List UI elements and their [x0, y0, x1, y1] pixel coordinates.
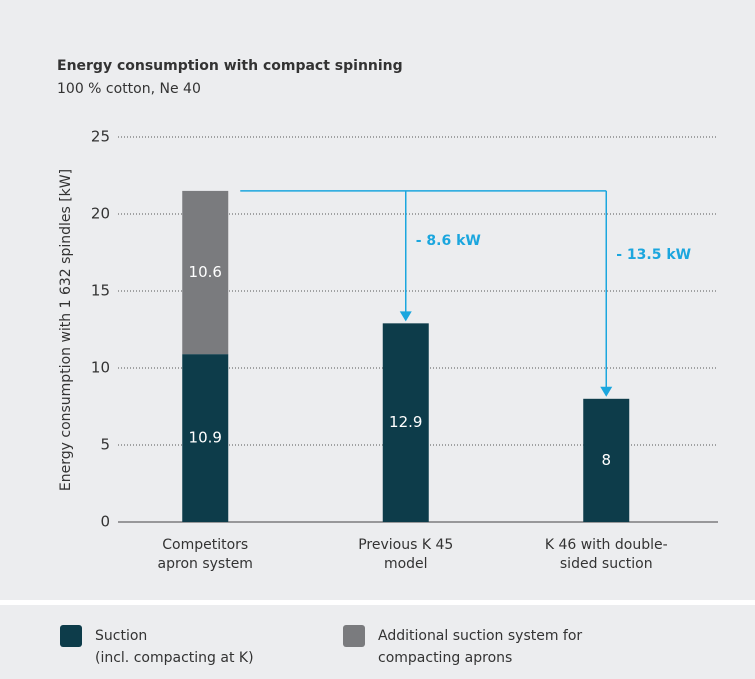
x-tick-label: model — [384, 556, 428, 572]
separator — [0, 600, 755, 605]
value-label: 10.9 — [189, 429, 222, 447]
legend-swatch — [60, 625, 82, 647]
bar-segment — [583, 398, 630, 522]
y-tick-label: 0 — [100, 513, 110, 531]
value-label: 12.9 — [389, 413, 422, 431]
annotation: - 8.6 kW — [416, 233, 481, 249]
y-tick-label: 5 — [100, 436, 110, 454]
legend-label: Suction — [95, 628, 147, 644]
legend-swatch — [343, 625, 365, 647]
x-tick-label: apron system — [158, 556, 253, 572]
y-tick-label: 10 — [91, 359, 110, 377]
chart-title: Energy consumption with compact spinning — [57, 58, 403, 74]
legend-label: compacting aprons — [378, 650, 512, 666]
x-tick-label: Previous K 45 — [358, 537, 453, 553]
y-axis-label: Energy consumption with 1 632 spindles [… — [58, 169, 74, 491]
x-tick-label: Competitors — [162, 537, 248, 553]
y-tick-label: 15 — [91, 282, 110, 300]
bar-segment — [382, 323, 429, 522]
x-tick-label: sided suction — [560, 556, 653, 572]
y-tick-label: 20 — [91, 205, 110, 223]
x-tick-label: K 46 with double- — [545, 537, 668, 553]
chart-subtitle: 100 % cotton, Ne 40 — [57, 81, 201, 97]
arrow-head — [600, 386, 613, 397]
legend-label: (incl. compacting at K) — [95, 650, 254, 666]
y-tick-label: 25 — [91, 128, 110, 146]
annotation: - 13.5 kW — [616, 247, 691, 263]
value-label: 8 — [601, 451, 611, 469]
bar-segment — [182, 354, 229, 522]
bar-segment — [182, 190, 229, 355]
value-label: 10.6 — [189, 263, 222, 281]
arrow-head — [399, 311, 412, 322]
legend-label: Additional suction system for — [378, 628, 582, 644]
